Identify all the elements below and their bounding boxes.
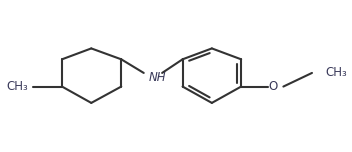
Text: NH: NH [149, 71, 166, 84]
Text: O: O [269, 80, 278, 93]
Text: CH₃: CH₃ [326, 66, 347, 79]
Text: CH₃: CH₃ [7, 80, 29, 93]
